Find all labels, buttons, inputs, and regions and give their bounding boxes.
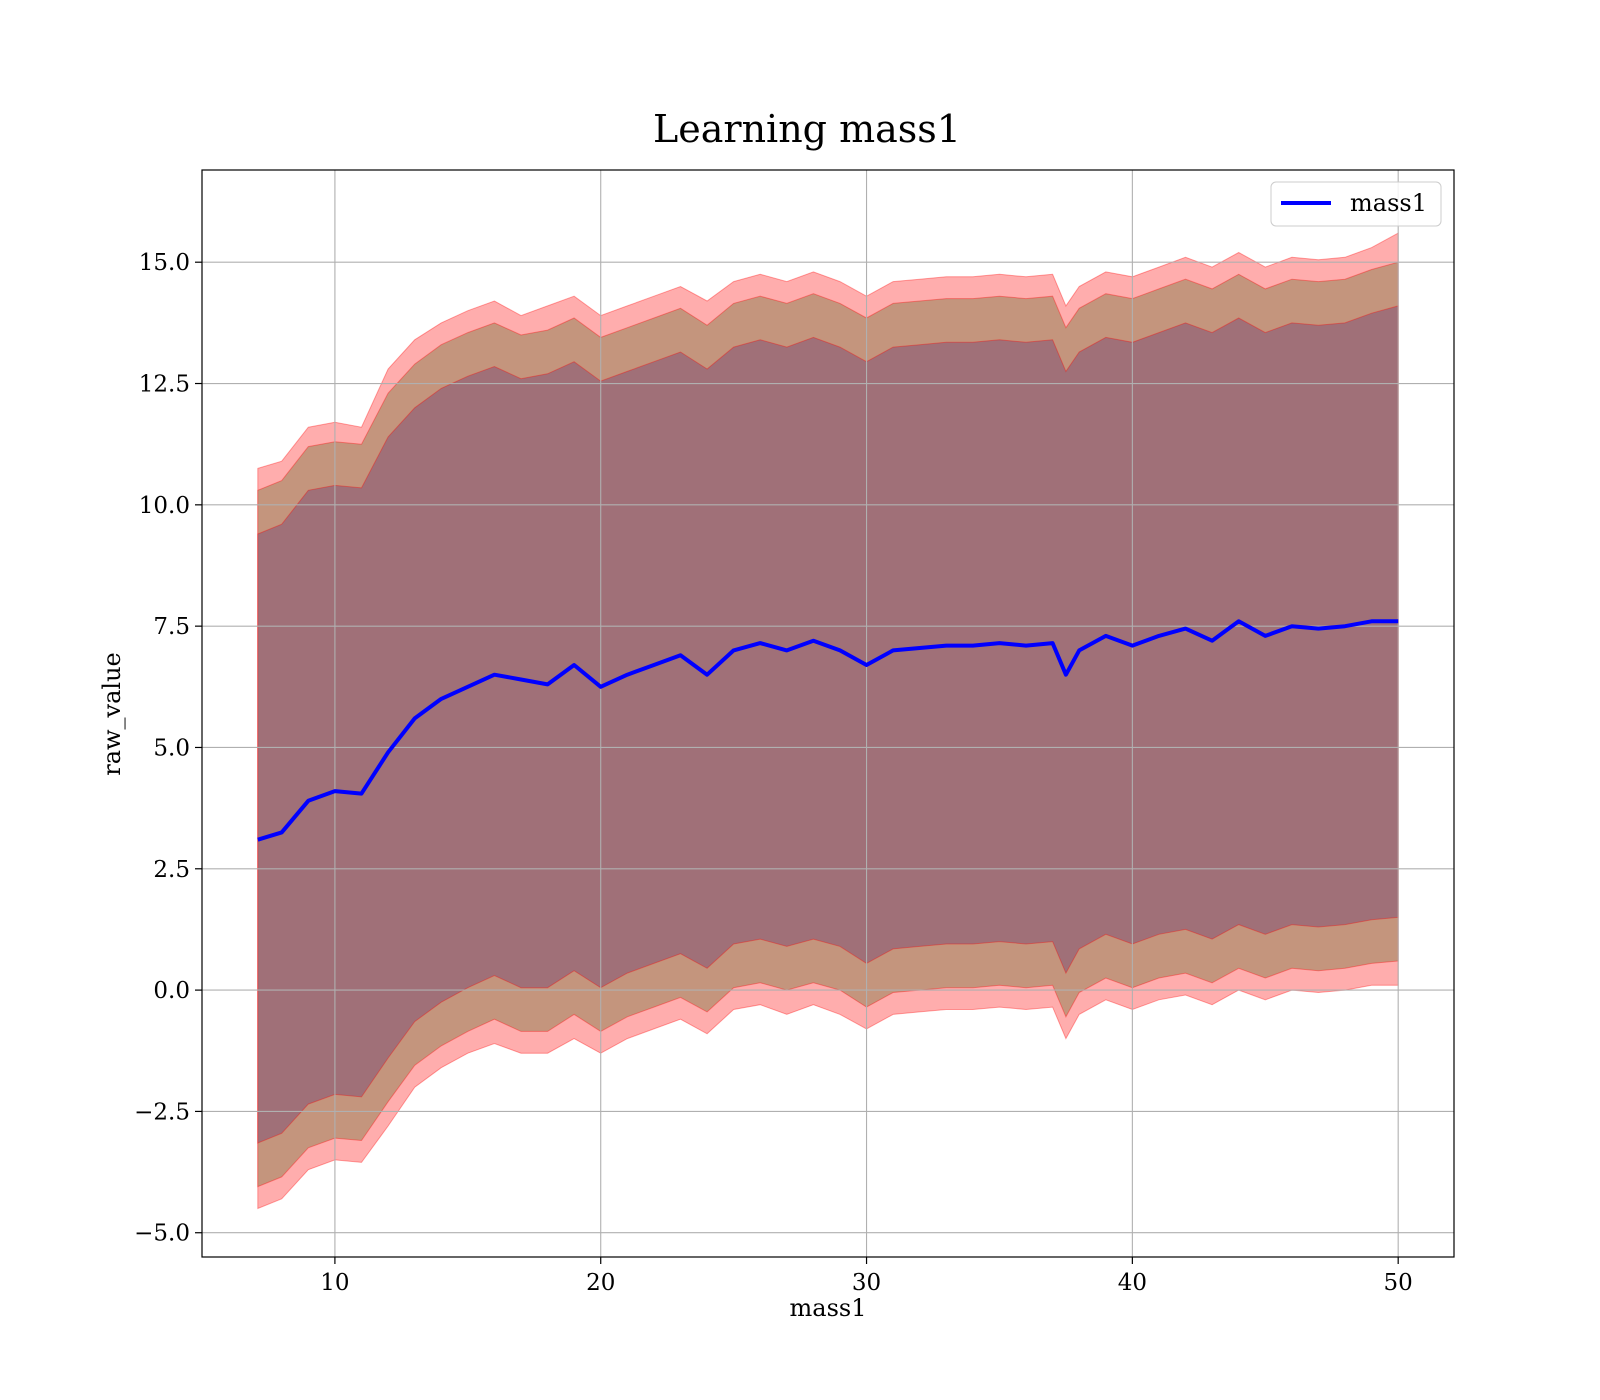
confidence-bands	[257, 232, 1399, 1210]
x-axis-label: mass1	[790, 1294, 867, 1322]
legend-label: mass1	[1350, 189, 1427, 217]
y-tick-label: 2.5	[153, 857, 190, 883]
y-tick-label: 12.5	[139, 372, 190, 398]
x-tick-label: 50	[1384, 1270, 1413, 1296]
x-axis-ticks: 10 20 30 40 50	[320, 1257, 1413, 1296]
x-tick-label: 10	[320, 1270, 349, 1296]
x-tick-label: 20	[586, 1270, 615, 1296]
legend-box	[1270, 181, 1442, 227]
y-tick-label: 10.0	[139, 493, 190, 519]
y-axis-label: raw_value	[98, 652, 126, 776]
x-tick-label: 30	[852, 1270, 881, 1296]
y-tick-label: 5.0	[153, 735, 190, 761]
series-line-mass1	[257, 619, 1399, 842]
y-tick-label: 15.0	[139, 250, 190, 276]
y-tick-label: −2.5	[134, 1099, 190, 1125]
chart-title: Learning mass1	[653, 107, 961, 151]
y-tick-label: −5.0	[134, 1221, 190, 1247]
y-tick-label: 0.0	[153, 978, 190, 1004]
y-tick-label: 7.5	[153, 614, 190, 640]
legend: mass1	[1270, 181, 1442, 227]
x-tick-label: 40	[1118, 1270, 1147, 1296]
y-axis-ticks: −5.0 −2.5 0.0 2.5 5.0 7.5 10.0 12.5 15.0	[134, 250, 202, 1247]
series-lines	[257, 619, 1399, 842]
plot-frame	[201, 169, 1455, 1258]
